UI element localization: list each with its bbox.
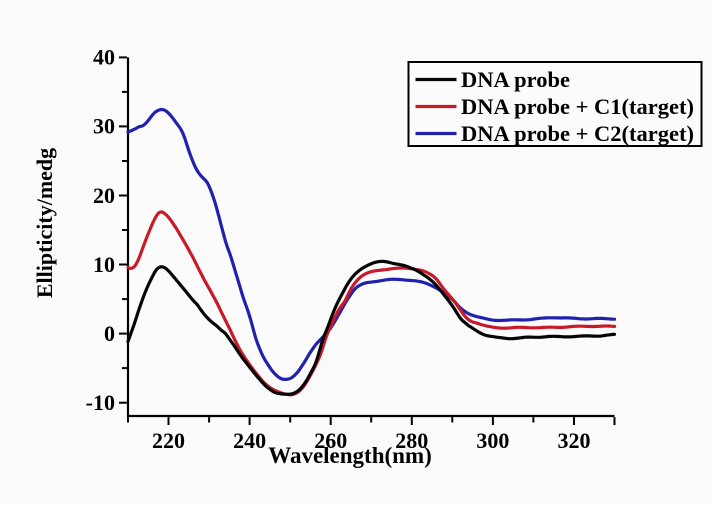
svg-text:10: 10: [93, 252, 115, 277]
svg-text:280: 280: [395, 428, 428, 453]
svg-text:40: 40: [93, 45, 115, 70]
svg-text:220: 220: [152, 428, 185, 453]
svg-text:30: 30: [93, 114, 115, 139]
svg-text:DNA probe + C2(target): DNA probe + C2(target): [461, 121, 694, 146]
svg-text:260: 260: [314, 428, 347, 453]
svg-text:320: 320: [558, 428, 591, 453]
svg-text:DNA probe + C1(target): DNA probe + C1(target): [461, 94, 694, 119]
svg-text:Wavelength(nm): Wavelength(nm): [268, 443, 432, 468]
svg-text:20: 20: [93, 183, 115, 208]
svg-text:Ellipticity/medg: Ellipticity/medg: [32, 148, 57, 298]
svg-text:240: 240: [233, 428, 266, 453]
svg-text:300: 300: [476, 428, 509, 453]
svg-text:0: 0: [104, 321, 115, 346]
svg-text:DNA probe: DNA probe: [461, 67, 570, 92]
svg-text:-10: -10: [86, 390, 115, 415]
